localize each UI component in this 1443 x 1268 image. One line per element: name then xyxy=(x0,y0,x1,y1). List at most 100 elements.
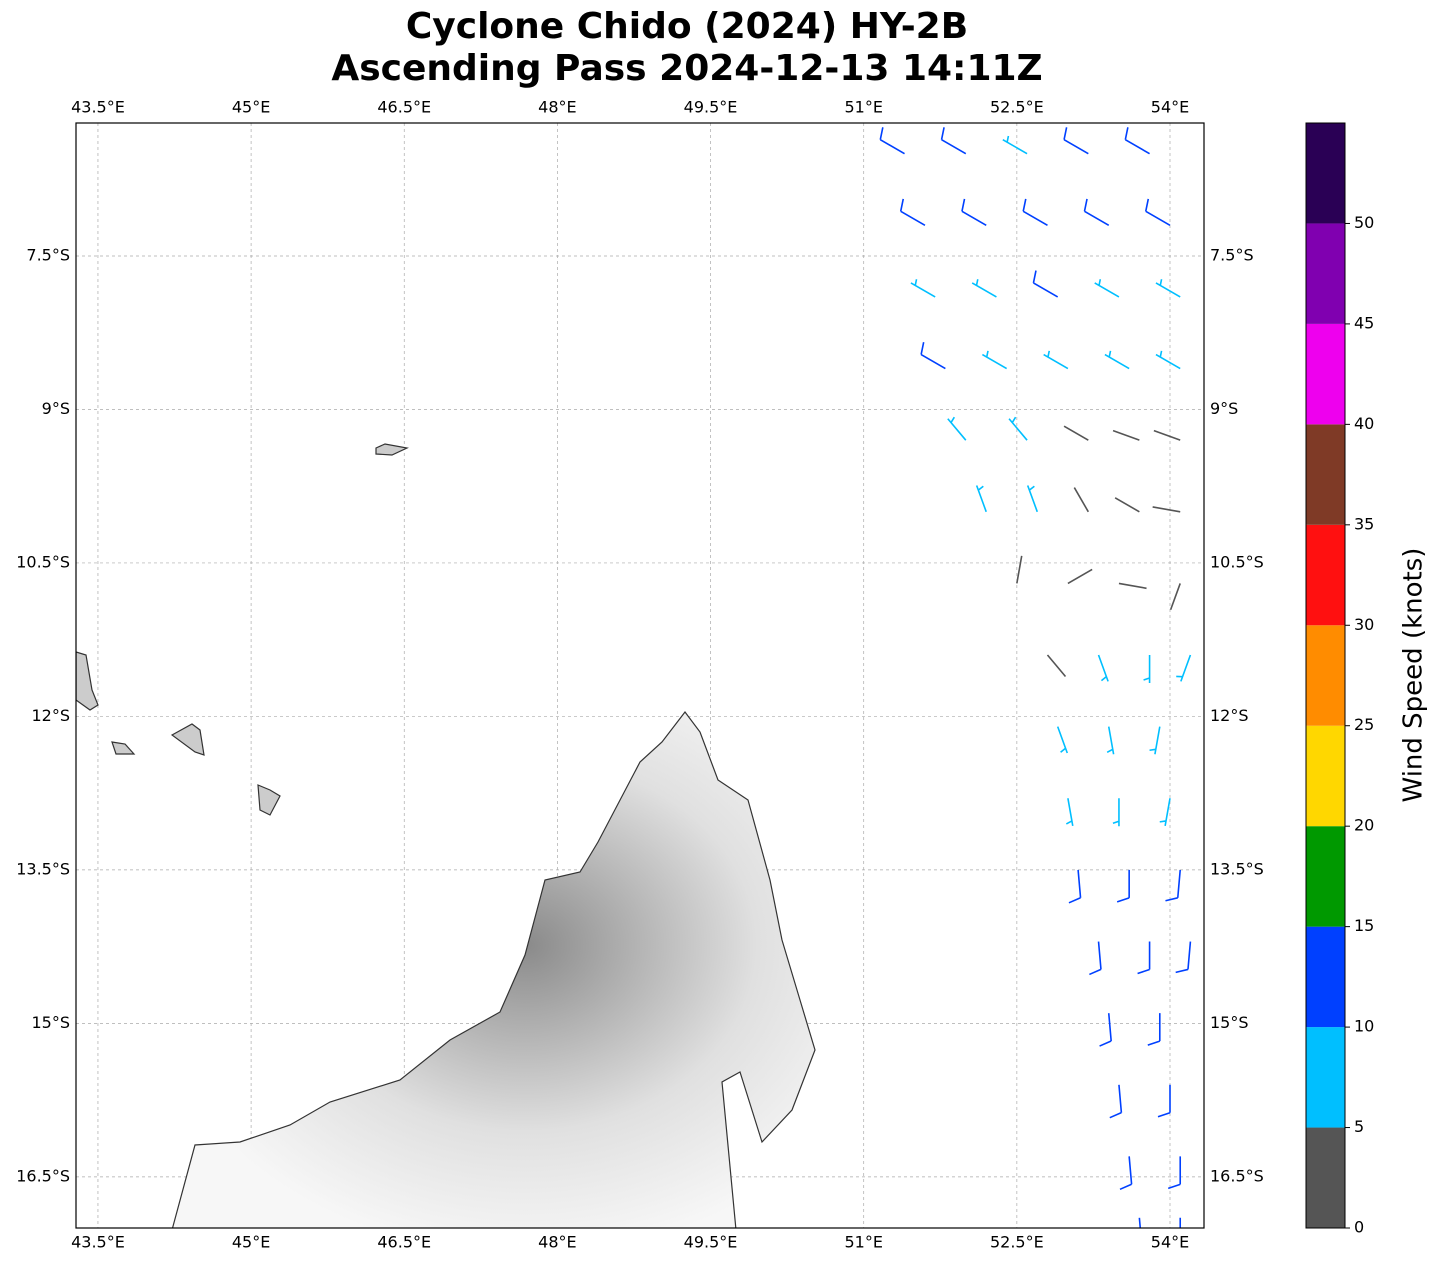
wind-barb xyxy=(1152,506,1181,513)
colorbar-tick-label: 25 xyxy=(1354,715,1374,734)
wind-barb xyxy=(1063,127,1089,155)
x-tick-label: 46.5°E xyxy=(377,98,431,117)
y-tick-label: 15°S xyxy=(31,1013,70,1032)
wind-barb xyxy=(1112,429,1140,441)
wind-barb xyxy=(981,350,1008,370)
wind-barb xyxy=(1118,582,1147,590)
wind-barb xyxy=(1106,726,1115,755)
x-tick-label: 49.5°E xyxy=(684,98,738,117)
x-tick-label: 51°E xyxy=(844,1233,882,1252)
wind-barb xyxy=(1159,798,1171,826)
colorbar-tick-label: 35 xyxy=(1354,514,1374,533)
x-tick-label: 52.5°E xyxy=(990,98,1044,117)
colorbar-segment xyxy=(1306,826,1345,927)
x-tick-label: 54°E xyxy=(1151,1233,1189,1252)
wind-barb xyxy=(1073,487,1090,513)
colorbar-segment xyxy=(1306,926,1345,1028)
wind-barb xyxy=(1068,869,1082,904)
wind-barb xyxy=(1032,270,1059,298)
madagascar xyxy=(171,711,816,1228)
x-tick-label: 52.5°E xyxy=(990,1233,1044,1252)
colorbar-tick-label: 10 xyxy=(1354,1017,1374,1036)
y-tick-label: 12°S xyxy=(31,706,70,725)
colorbar-frame xyxy=(1305,122,1346,1229)
x-tick-label: 43.5°E xyxy=(71,1233,125,1252)
land xyxy=(76,443,816,1228)
wind-barb xyxy=(1067,568,1093,585)
wind-barb xyxy=(1097,654,1109,682)
colorbar-segment xyxy=(1306,424,1345,525)
colorbar-segment xyxy=(1306,223,1345,324)
wind-barb xyxy=(920,342,946,370)
y-tick-label: 15°S xyxy=(1210,1013,1249,1032)
wind-barb xyxy=(1094,279,1120,298)
x-tick-label: 51°E xyxy=(844,98,882,117)
wind-barb xyxy=(1176,654,1192,682)
x-tick-label: 48°E xyxy=(538,1233,576,1252)
wind-barb xyxy=(1114,497,1140,513)
colorbar-segment xyxy=(1306,323,1345,425)
wind-barb xyxy=(1175,941,1192,974)
colorbar-tick-label: 20 xyxy=(1354,816,1374,835)
y-tick-label: 10.5°S xyxy=(16,552,70,571)
wind-barb xyxy=(899,198,926,227)
colorbar-tick-label: 40 xyxy=(1354,414,1374,433)
island xyxy=(111,741,136,755)
wind-barb xyxy=(1147,1013,1161,1046)
y-tick-label: 10.5°S xyxy=(1210,552,1264,571)
y-tick-label: 16.5°S xyxy=(16,1166,70,1185)
wind-barb xyxy=(1155,350,1181,370)
wind-barb xyxy=(1089,941,1102,976)
x-tick-label: 49.5°E xyxy=(684,1233,738,1252)
colorbar-segment xyxy=(1306,1127,1345,1228)
colorbar-tick-label: 0 xyxy=(1354,1218,1364,1237)
wind-barb xyxy=(940,127,967,155)
x-tick-label: 48°E xyxy=(538,98,576,117)
x-tick-label: 46.5°E xyxy=(377,1233,431,1252)
x-tick-label: 54°E xyxy=(1151,98,1189,117)
wind-barb xyxy=(1083,198,1110,227)
wind-barb xyxy=(1056,726,1069,754)
wind-barb xyxy=(1149,726,1161,755)
wind-barb xyxy=(1157,1084,1171,1118)
colorbar-label: Wind Speed (knots) xyxy=(1399,548,1429,803)
wind-barb xyxy=(879,127,905,155)
wind-barb xyxy=(1167,1156,1182,1190)
y-tick-label: 13.5°S xyxy=(16,859,70,878)
wind-barb xyxy=(1124,127,1150,155)
title: Cyclone Chido (2024) HY-2B xyxy=(406,6,968,47)
colorbar-tick-label: 30 xyxy=(1354,615,1374,634)
wind-barb xyxy=(1165,869,1182,902)
colorbar-tick-label: 45 xyxy=(1354,313,1374,332)
wind-barb xyxy=(1179,1217,1182,1228)
x-tick-label: 45°E xyxy=(232,1233,270,1252)
island xyxy=(257,784,281,816)
y-tick-label: 13.5°S xyxy=(1210,859,1264,878)
x-tick-label: 43.5°E xyxy=(71,98,125,117)
wind-barb xyxy=(1099,1013,1112,1047)
wind-barb xyxy=(1043,350,1069,370)
wind-barb xyxy=(1109,1084,1123,1119)
wind-barb xyxy=(1046,654,1067,678)
y-tick-label: 7.5°S xyxy=(26,246,70,265)
wind-barb xyxy=(1002,135,1028,155)
wind-barb xyxy=(961,198,987,227)
colorbar: 0 5 10 15 20 25 30 35 40 45 50 xyxy=(1305,122,1374,1237)
wind-barb xyxy=(1026,485,1039,513)
wind-barb xyxy=(1065,798,1074,826)
colorbar-segment xyxy=(1306,1027,1345,1128)
wind-barb xyxy=(947,416,967,441)
wind-barb xyxy=(971,279,997,298)
wind-barb xyxy=(1112,798,1120,827)
colorbar-segment xyxy=(1306,625,1345,726)
wind-barb xyxy=(910,279,936,298)
wind-barb xyxy=(1143,655,1151,684)
y-tick-label: 9°S xyxy=(1210,399,1238,418)
wind-barb xyxy=(1144,198,1171,227)
wind-barb xyxy=(1153,429,1181,441)
wind-barb xyxy=(1119,1156,1133,1191)
wind-barb xyxy=(1137,941,1151,975)
island xyxy=(76,651,99,711)
